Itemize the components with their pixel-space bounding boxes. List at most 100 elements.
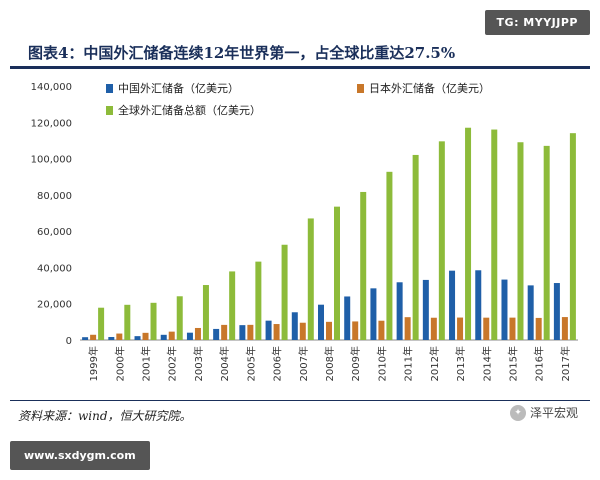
bar — [561, 317, 568, 340]
bar — [475, 270, 482, 340]
x-tick-label: 2003年 — [192, 346, 205, 381]
bar — [422, 279, 429, 340]
bar — [430, 317, 437, 340]
bar — [82, 337, 89, 340]
x-tick-label: 2013年 — [454, 346, 467, 381]
bar — [281, 244, 288, 340]
bar — [307, 218, 314, 340]
bar — [186, 332, 193, 340]
source-note: 资料来源：wind，恒大研究院。 — [18, 409, 192, 423]
bar — [221, 324, 228, 340]
bar — [449, 270, 456, 340]
bar — [483, 317, 490, 340]
legend-swatch — [106, 106, 113, 115]
bar — [134, 336, 141, 340]
bar — [202, 285, 209, 340]
bar — [438, 141, 445, 340]
bar — [213, 328, 220, 340]
bar — [124, 304, 131, 340]
bar — [90, 334, 97, 340]
x-tick-label: 2011年 — [402, 346, 415, 381]
y-tick-label: 140,000 — [31, 82, 72, 93]
x-tick-label: 2000年 — [113, 346, 126, 381]
bar — [265, 320, 272, 340]
bar — [344, 296, 351, 340]
x-tick-label: 2009年 — [349, 346, 362, 381]
bar — [386, 171, 393, 340]
bar — [360, 191, 367, 340]
legend-label: 全球外汇储备总额（亿美元） — [118, 103, 261, 117]
bar — [457, 317, 464, 340]
y-tick-label: 0 — [66, 336, 72, 347]
y-tick-label: 60,000 — [37, 227, 72, 238]
bar — [334, 206, 340, 340]
x-tick-label: 2004年 — [218, 346, 231, 381]
bar — [168, 331, 175, 340]
wechat-icon: ✦ — [509, 404, 526, 421]
x-tick-label: 2010年 — [375, 346, 388, 381]
bar — [273, 324, 280, 340]
bar — [501, 279, 508, 340]
y-tick-label: 40,000 — [37, 263, 72, 274]
x-tick-label: 2006年 — [271, 346, 284, 381]
logo-text: 泽平宏观 — [529, 406, 578, 420]
bar — [108, 336, 115, 340]
x-tick-label: 2015年 — [506, 346, 519, 381]
title-divider — [10, 66, 590, 69]
bar — [142, 332, 149, 340]
bar — [194, 327, 201, 340]
bar — [150, 302, 157, 340]
bars — [82, 127, 576, 340]
y-tick-label: 80,000 — [37, 191, 72, 202]
x-tick-label: 2017年 — [559, 346, 572, 381]
bar — [404, 317, 411, 340]
legend-swatch — [106, 84, 113, 93]
x-tick-label: 2007年 — [297, 346, 310, 381]
bar — [318, 304, 324, 340]
publisher-logo: ✦ 泽平宏观 — [509, 404, 578, 421]
watermark-bottom: www.sxdygm.com — [10, 441, 150, 470]
bar — [517, 142, 524, 340]
bar — [160, 334, 167, 340]
bar — [98, 307, 105, 340]
watermark-top: TG: MYYJJPP — [484, 10, 590, 35]
legend-label: 中国外汇储备（亿美元） — [118, 81, 239, 95]
bar — [509, 317, 516, 340]
legend: 中国外汇储备（亿美元） 日本外汇储备（亿美元） 全球外汇储备总额（亿美元） — [106, 81, 490, 117]
x-tick-label: 2016年 — [533, 346, 546, 381]
source-divider — [10, 400, 590, 401]
y-tick-label: 20,000 — [37, 300, 72, 311]
legend-swatch — [357, 84, 364, 93]
bar-chart: 0 20,000 40,000 60,000 80,000 100,000 120,000 1… — [31, 81, 578, 381]
bar — [299, 322, 306, 340]
x-tick-label: 2012年 — [428, 346, 441, 381]
bar — [396, 282, 403, 340]
bar — [291, 312, 298, 340]
bar — [247, 324, 254, 340]
chart-title-bar: 图表4：中国外汇储备连续12年世界第一，占全球比重达27.5% — [10, 38, 590, 64]
bar — [326, 321, 332, 340]
chart-title: 图表4：中国外汇储备连续12年世界第一，占全球比重达27.5% — [28, 44, 456, 62]
bar — [465, 127, 472, 340]
legend-label: 日本外汇储备（亿美元） — [369, 81, 490, 95]
bar — [352, 321, 359, 340]
bar — [255, 261, 262, 340]
x-tick-label: 2002年 — [166, 346, 179, 381]
bar — [553, 283, 560, 340]
bar — [116, 333, 123, 340]
x-tick-label: 2001年 — [140, 346, 153, 381]
x-tick-label: 1999年 — [87, 346, 100, 381]
bar — [412, 154, 419, 340]
bar — [239, 325, 246, 340]
x-axis: 1999年 2000年 2001年 2002年 2003年 2004年 2005年 2006年… — [87, 346, 572, 381]
bar — [176, 296, 183, 340]
bar — [229, 271, 236, 340]
bar — [378, 320, 385, 340]
bar — [527, 285, 534, 340]
x-tick-label: 2014年 — [480, 346, 493, 381]
x-tick-label: 2005年 — [244, 346, 257, 381]
bar — [491, 129, 498, 340]
bar — [370, 288, 377, 340]
y-tick-label: 100,000 — [31, 155, 72, 166]
x-tick-label: 2008年 — [323, 346, 336, 381]
